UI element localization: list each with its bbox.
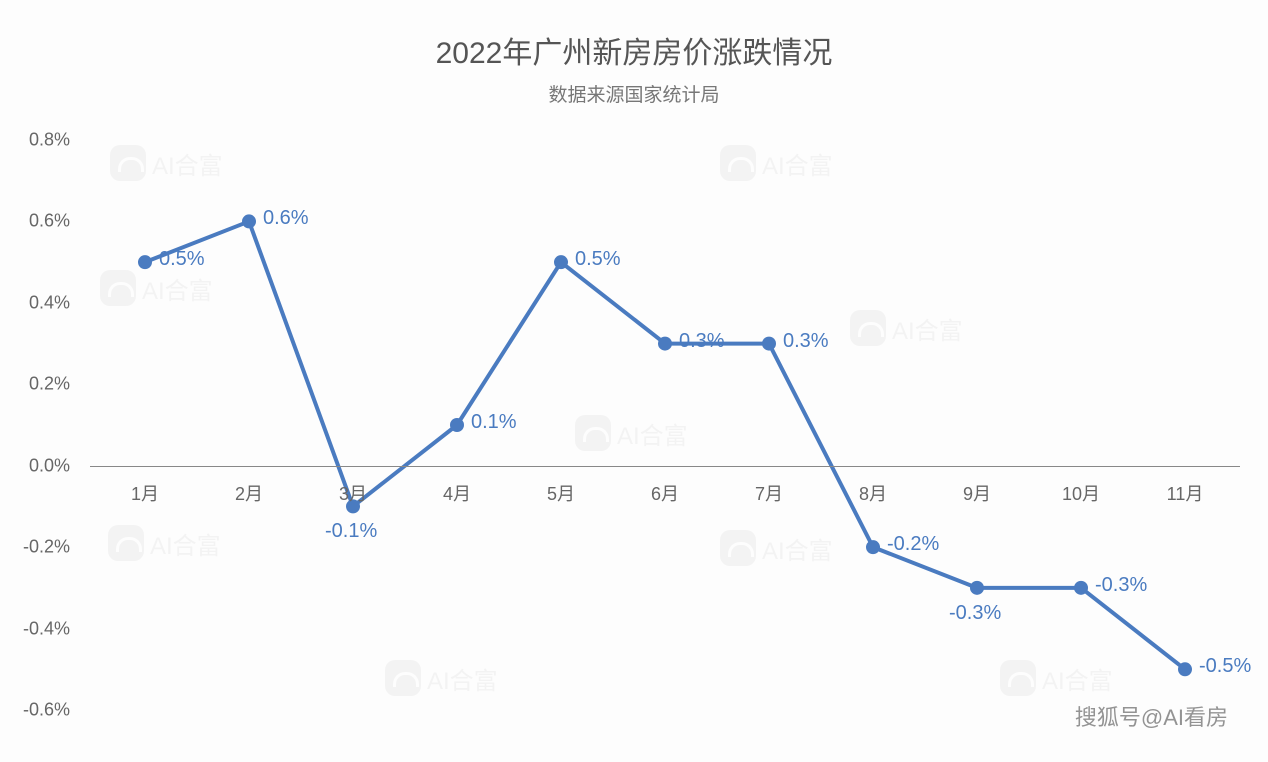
x-axis-tick-label: 10月 (1062, 480, 1100, 506)
data-point-label: -0.3% (949, 602, 1001, 625)
data-point-label: -0.3% (1095, 574, 1147, 597)
data-point-marker (970, 581, 984, 595)
y-axis-tick-label: 0.6% (29, 211, 70, 232)
y-axis-tick-label: 0.0% (29, 455, 70, 476)
zero-baseline (90, 466, 1240, 467)
data-point-label: -0.5% (1199, 655, 1251, 678)
y-axis-tick-label: -0.4% (23, 618, 70, 639)
x-axis-tick-label: 9月 (963, 480, 991, 506)
data-point-marker (554, 255, 568, 269)
y-axis-tick-label: 0.8% (29, 130, 70, 151)
data-point-label: -0.1% (325, 520, 377, 543)
data-point-label: -0.2% (887, 533, 939, 556)
credit-text: 搜狐号@AI看房 (1075, 700, 1228, 732)
series-line (145, 221, 1185, 669)
plot-area: 0.8%0.6%0.4%0.2%0.0%-0.2%-0.4%-0.6%1月2月3… (90, 140, 1240, 710)
x-axis-tick-label: 1月 (131, 480, 159, 506)
y-axis-tick-label: 0.2% (29, 374, 70, 395)
y-axis-tick-label: -0.6% (23, 700, 70, 721)
y-axis-tick-label: -0.2% (23, 537, 70, 558)
data-point-marker (242, 214, 256, 228)
data-point-label: 0.3% (783, 330, 829, 353)
data-point-marker (450, 418, 464, 432)
x-axis-tick-label: 3月 (339, 480, 367, 506)
data-point-label: 0.5% (575, 248, 621, 271)
x-axis-tick-label: 11月 (1167, 480, 1204, 506)
chart-title: 2022年广州新房房价涨跌情况 (0, 0, 1268, 72)
y-axis-tick-label: 0.4% (29, 292, 70, 313)
data-point-label: 0.6% (263, 207, 309, 230)
chart-container: 2022年广州新房房价涨跌情况 数据来源国家统计局 0.8% 0.6% 0.4% 0.… (0, 0, 1268, 762)
data-point-marker (762, 337, 776, 351)
data-point-marker (658, 337, 672, 351)
x-axis-tick-label: 4月 (443, 480, 471, 506)
data-point-label: 0.3% (679, 330, 725, 353)
data-point-label: 0.1% (471, 411, 517, 434)
data-point-label: 0.5% (159, 248, 205, 271)
x-axis-tick-label: 5月 (547, 480, 575, 506)
x-axis-tick-label: 6月 (651, 480, 679, 506)
data-point-marker (1074, 581, 1088, 595)
data-point-marker (138, 255, 152, 269)
data-point-marker (866, 540, 880, 554)
x-axis-tick-label: 2月 (235, 480, 263, 506)
chart-subtitle: 数据来源国家统计局 (0, 80, 1268, 107)
x-axis-tick-label: 8月 (859, 480, 887, 506)
data-point-marker (1178, 662, 1192, 676)
x-axis-tick-label: 7月 (755, 480, 783, 506)
